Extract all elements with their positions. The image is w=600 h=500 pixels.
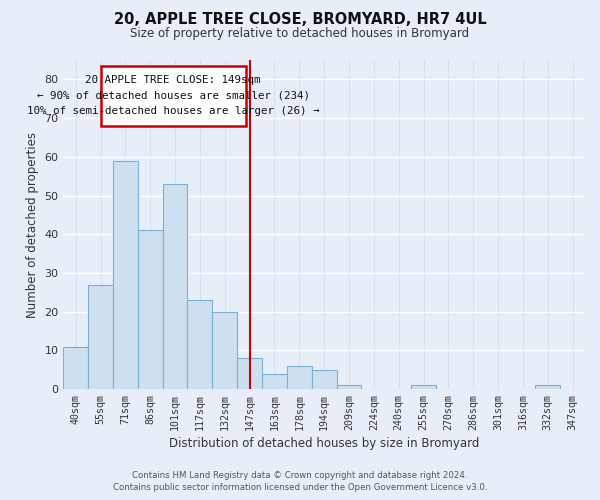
- Bar: [163, 184, 187, 389]
- X-axis label: Distribution of detached houses by size in Bromyard: Distribution of detached houses by size …: [169, 437, 479, 450]
- Text: Contains HM Land Registry data © Crown copyright and database right 2024.
Contai: Contains HM Land Registry data © Crown c…: [113, 471, 487, 492]
- Text: 20 APPLE TREE CLOSE: 149sqm
← 90% of detached houses are smaller (234)
10% of se: 20 APPLE TREE CLOSE: 149sqm ← 90% of det…: [27, 75, 319, 116]
- Text: Size of property relative to detached houses in Bromyard: Size of property relative to detached ho…: [130, 28, 470, 40]
- Bar: [88, 284, 113, 389]
- Bar: [113, 160, 138, 389]
- Bar: [312, 370, 337, 389]
- Bar: [212, 312, 237, 389]
- Bar: [411, 386, 436, 389]
- Bar: [535, 386, 560, 389]
- Bar: [337, 386, 361, 389]
- Bar: [262, 374, 287, 389]
- Y-axis label: Number of detached properties: Number of detached properties: [26, 132, 39, 318]
- FancyBboxPatch shape: [101, 66, 246, 126]
- Bar: [287, 366, 312, 389]
- Text: 20, APPLE TREE CLOSE, BROMYARD, HR7 4UL: 20, APPLE TREE CLOSE, BROMYARD, HR7 4UL: [113, 12, 487, 28]
- Bar: [138, 230, 163, 389]
- Bar: [187, 300, 212, 389]
- Bar: [237, 358, 262, 389]
- Bar: [63, 346, 88, 389]
